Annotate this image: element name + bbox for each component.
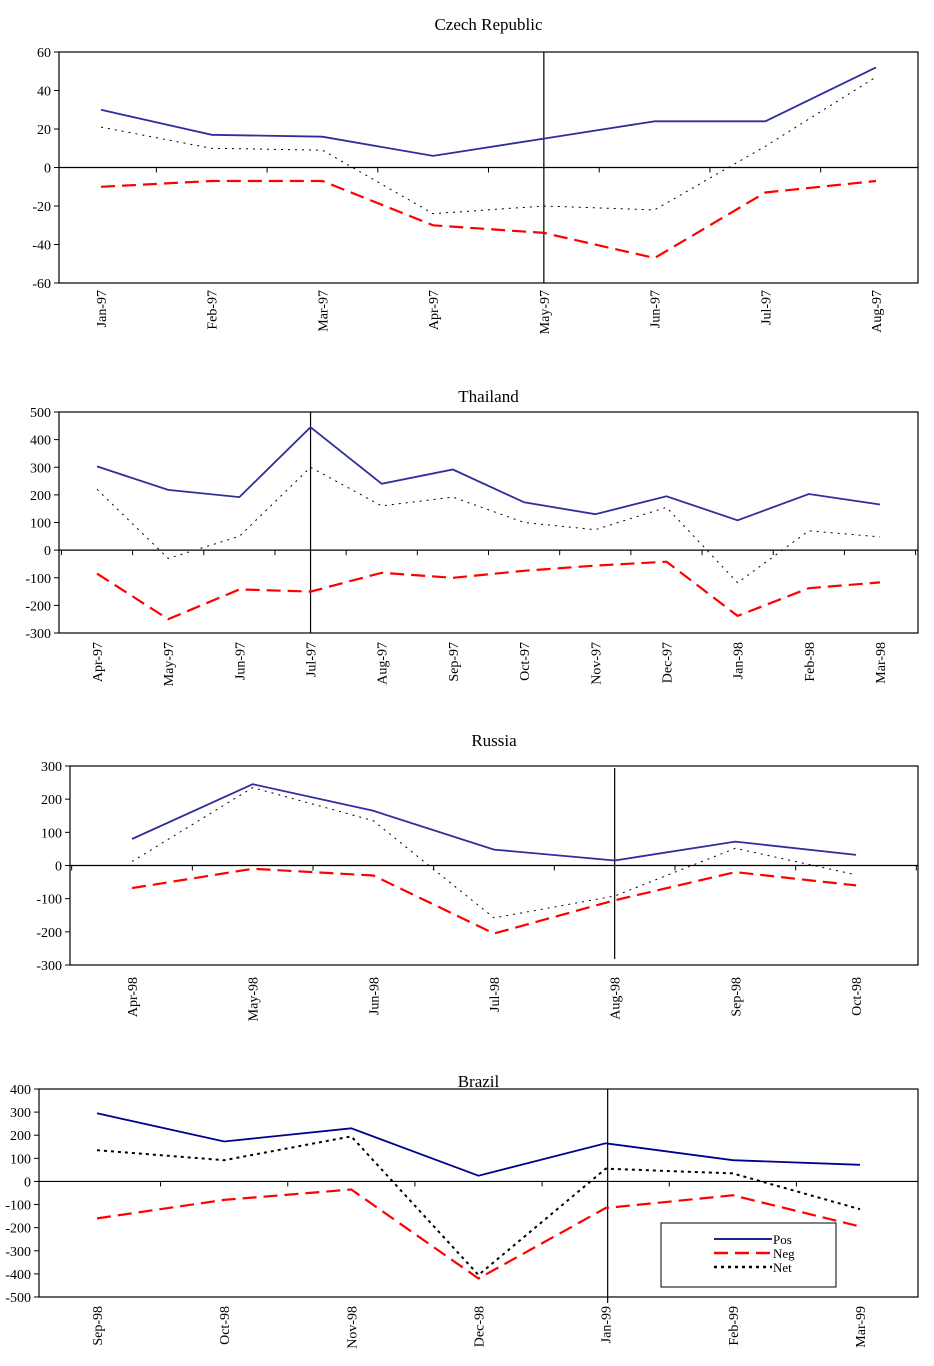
y-tick-label: 200 — [10, 1129, 31, 1144]
y-tick-label: -20 — [32, 200, 51, 215]
y-tick-label: 0 — [55, 860, 62, 875]
x-tick-label: Jan-98 — [732, 642, 747, 679]
x-tick-label: Jun-97 — [649, 290, 664, 328]
y-tick-label: 400 — [30, 434, 51, 449]
y-tick-label: 300 — [30, 461, 51, 476]
y-tick-label: -200 — [36, 926, 62, 941]
y-tick-label: -500 — [5, 1291, 31, 1306]
series-line-pos — [96, 1112, 861, 1177]
y-tick-label: -100 — [5, 1199, 31, 1214]
y-tick-label: 100 — [41, 826, 62, 841]
y-tick-label: 200 — [41, 793, 62, 808]
x-tick-label: Oct-98 — [218, 1306, 233, 1345]
x-tick-label: Mar-99 — [854, 1306, 869, 1348]
legend-label-neg: Neg — [773, 1246, 795, 1261]
y-tick-label: -300 — [36, 959, 62, 974]
x-tick-label: Aug-97 — [376, 642, 391, 685]
series-line-pos — [96, 426, 881, 522]
y-tick-label: -100 — [36, 893, 62, 908]
legend-label-net: Net — [773, 1260, 792, 1275]
y-tick-label: 200 — [30, 489, 51, 504]
x-tick-label: Aug-97 — [870, 290, 885, 333]
x-tick-label: Dec-97 — [660, 642, 675, 683]
chart-brazil: Brazil 400 300 200 100 0 -100 -200 -300 -400 -500 S… — [5, 1072, 919, 1349]
plot-frame — [38, 1088, 919, 1298]
series-line-neg — [131, 867, 857, 935]
x-tick-label: Sep-98 — [729, 977, 744, 1017]
y-tick-label: 40 — [37, 85, 51, 100]
x-tick-label: Nov-97 — [589, 642, 604, 685]
y-tick-label: 0 — [44, 544, 51, 559]
plot-frame — [58, 411, 919, 634]
chart-title-thailand: Thailand — [458, 387, 519, 406]
x-tick-label: Apr-98 — [126, 977, 141, 1017]
chart-title-czech: Czech Republic — [434, 15, 543, 34]
y-tick-label: 0 — [44, 162, 51, 177]
y-tick-label: -100 — [25, 572, 51, 587]
x-tick-label: Jun-97 — [233, 642, 248, 680]
chart-title-russia: Russia — [471, 731, 517, 750]
series-line-neg — [96, 1188, 861, 1280]
x-tick-label: Jul-97 — [759, 290, 774, 325]
x-tick-label: Jun-98 — [367, 977, 382, 1015]
y-tick-label: -200 — [25, 599, 51, 614]
x-tick-label: Sep-97 — [447, 642, 462, 682]
chart-title-brazil: Brazil — [458, 1072, 500, 1091]
series-line-net — [96, 466, 881, 584]
x-tick-label: Aug-98 — [609, 977, 624, 1020]
y-tick-label: 60 — [37, 46, 51, 61]
series-line-net — [131, 787, 857, 919]
x-tick-label: Mar-97 — [316, 290, 331, 332]
x-tick-label: Nov-98 — [345, 1306, 360, 1349]
x-tick-label: Jul-98 — [488, 977, 503, 1012]
x-tick-label: Sep-98 — [91, 1306, 106, 1346]
y-tick-label: 500 — [30, 406, 51, 421]
series-line-pos — [100, 66, 877, 157]
x-tick-label: Apr-97 — [91, 642, 106, 682]
x-tick-label: May-97 — [538, 290, 553, 334]
x-tick-label: Dec-98 — [473, 1306, 488, 1347]
x-tick-label: Feb-97 — [206, 290, 221, 330]
series-line-neg — [100, 179, 877, 260]
y-tick-label: 0 — [24, 1175, 31, 1190]
series-line-net — [100, 76, 877, 215]
x-tick-label: May-97 — [162, 642, 177, 686]
x-tick-label: Oct-97 — [518, 642, 533, 681]
x-tick-label: Jul-97 — [305, 642, 320, 677]
y-tick-label: 400 — [10, 1083, 31, 1098]
series-line-net — [96, 1135, 861, 1277]
x-tick-label: Jan-99 — [600, 1306, 615, 1343]
y-tick-label: -400 — [5, 1268, 31, 1283]
chart-czech: Czech Republic 60 40 20 0 -20 -40 -60 Jan-97 Feb-… — [32, 15, 919, 334]
y-tick-label: -40 — [32, 239, 51, 254]
legend-box — [660, 1222, 837, 1288]
y-tick-label: -60 — [32, 277, 51, 292]
x-tick-label: Feb-99 — [727, 1306, 742, 1346]
x-tick-label: May-98 — [247, 977, 262, 1021]
x-tick-label: Apr-97 — [427, 290, 442, 330]
series-line-neg — [96, 560, 881, 621]
y-tick-label: 300 — [10, 1106, 31, 1121]
series-line-pos — [131, 783, 857, 862]
y-tick-label: 300 — [41, 760, 62, 775]
x-tick-label: Jan-97 — [95, 290, 110, 327]
x-tick-label: Mar-98 — [874, 642, 889, 684]
chart-russia: Russia 300 200 100 0 -100 -200 -300 Apr-98 May-98… — [36, 731, 919, 1021]
y-tick-label: -300 — [5, 1245, 31, 1260]
y-tick-label: 20 — [37, 123, 51, 138]
y-tick-label: -200 — [5, 1222, 31, 1237]
legend-label-pos: Pos — [773, 1232, 792, 1247]
y-tick-label: -300 — [25, 627, 51, 642]
y-tick-label: 100 — [30, 517, 51, 532]
y-tick-label: 100 — [10, 1152, 31, 1167]
x-tick-label: Feb-98 — [803, 642, 818, 682]
x-tick-label: Oct-98 — [850, 977, 865, 1016]
chart-thailand: Thailand 500 400 300 200 100 0 -100 -200 -300 Apr-… — [25, 387, 919, 686]
